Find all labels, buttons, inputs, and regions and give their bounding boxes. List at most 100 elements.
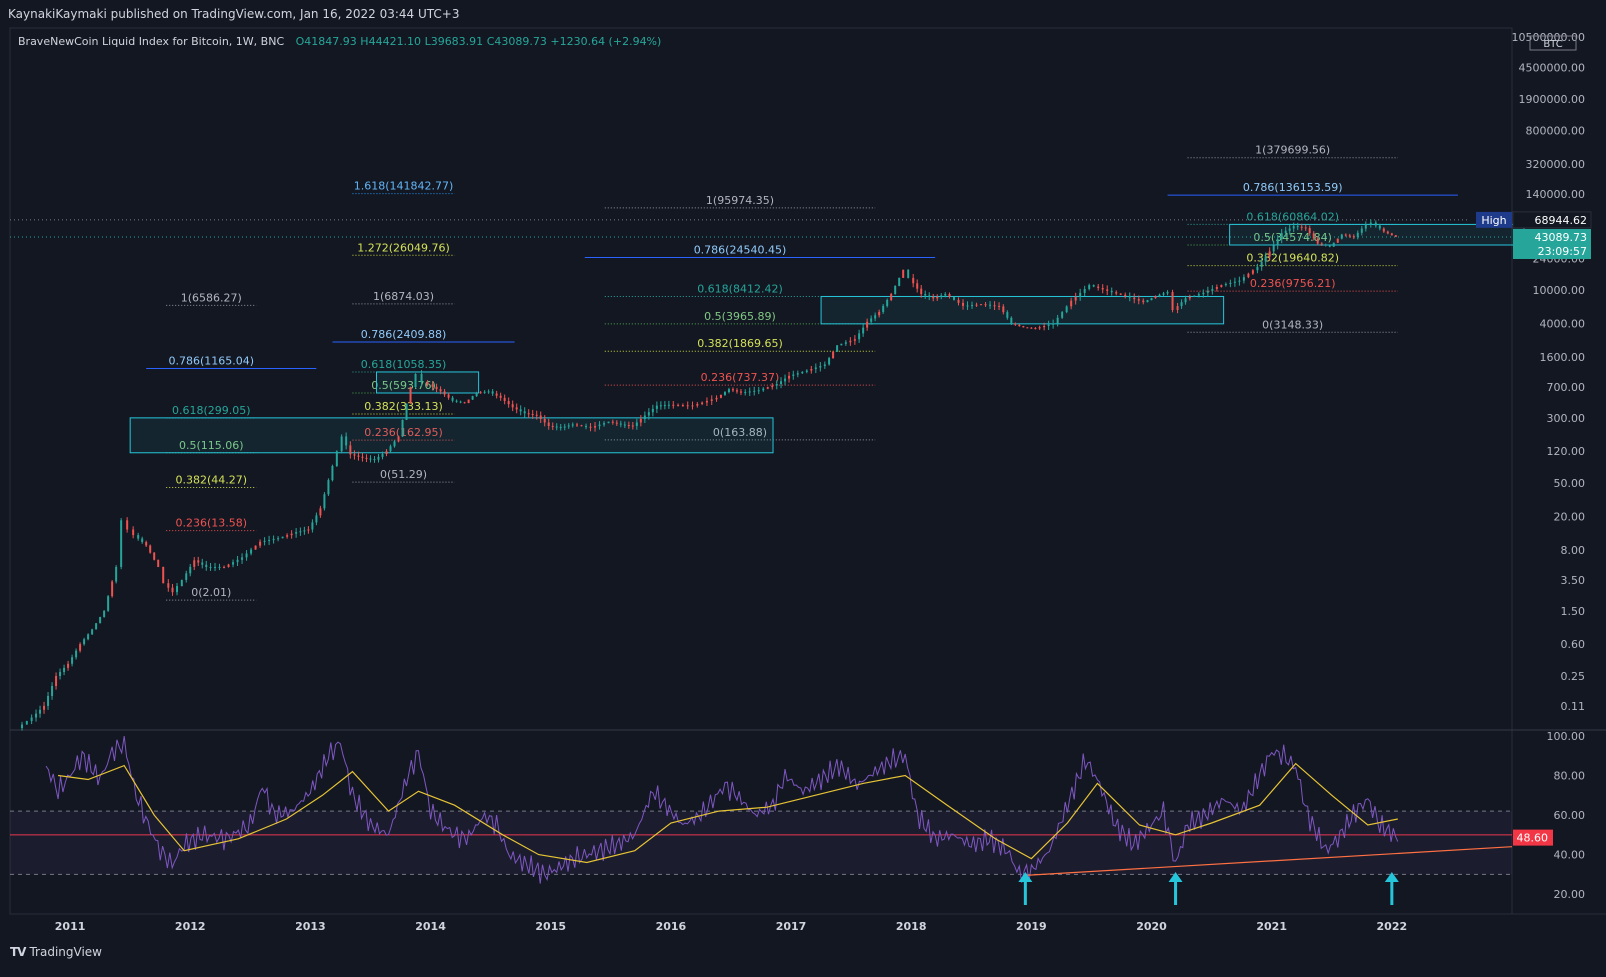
price-candle-body (447, 394, 450, 398)
price-candle-body (1288, 228, 1291, 231)
price-candle-body (393, 441, 396, 447)
price-candle-body (1260, 261, 1263, 267)
price-candle-body (1018, 324, 1021, 327)
price-candle-body (766, 387, 769, 389)
price-candle-body (385, 451, 388, 455)
price-tick-label: 10000.00 (1533, 284, 1586, 297)
price-candle-body (710, 399, 713, 401)
price-candle-body (1224, 283, 1227, 286)
currency-label: BTC (1543, 39, 1562, 50)
price-candle-body (157, 559, 160, 567)
price-candle-body (944, 294, 947, 296)
price-candle-body (957, 299, 960, 303)
price-candle-body (1052, 323, 1055, 325)
price-candle-body (1180, 302, 1183, 307)
tradingview-brand[interactable]: TV TradingView (10, 945, 102, 959)
price-candle-body (263, 540, 266, 542)
price-chart[interactable]: 1(6586.27) 0.786(1165.04) 0.618(299.05) 0.5… (0, 0, 1606, 939)
fib-level-label: 0.382(44.27) (175, 474, 247, 487)
price-candle-body (1065, 306, 1068, 313)
price-candle-body (414, 374, 417, 388)
price-candle-body (503, 397, 506, 402)
price-candle-body (962, 302, 965, 306)
price-candle-body (281, 536, 284, 539)
zone-layer (129, 223, 1525, 454)
time-tick-label: 2017 (776, 920, 807, 933)
price-candle-body (79, 644, 82, 651)
price-tick-label: 1.50 (1561, 605, 1586, 618)
fib-set: 1.618(141842.77) 1.272(26049.76) 1(6874.03… (332, 180, 515, 483)
price-candle-body (924, 294, 927, 296)
price-candle-body (647, 412, 650, 416)
up-arrow-icon (1168, 872, 1183, 905)
price-candle-body (672, 404, 675, 406)
fib-level-label: 0.236(737.37) (701, 371, 780, 384)
price-candle-body (819, 365, 822, 368)
price-candle-body (1043, 325, 1046, 328)
price-candle-body (1292, 226, 1295, 229)
price-candle-body (984, 304, 987, 306)
price-candle-body (527, 413, 530, 415)
fib-level-label: 1.618(141842.77) (354, 180, 454, 193)
price-candle-body (801, 371, 804, 374)
price-candle-body (940, 295, 943, 297)
tradingview-logo-icon: TV (10, 945, 27, 959)
price-candle-body (805, 370, 808, 372)
price-candle-body (145, 542, 148, 546)
price-candle-body (878, 311, 881, 316)
price-candle-body (1242, 277, 1245, 281)
price-candle-body (598, 424, 601, 427)
price-candle-body (1133, 297, 1136, 300)
price-candle-body (1158, 294, 1161, 297)
price-candle-body (475, 392, 478, 397)
price-candle-body (823, 364, 826, 366)
price-candle-body (71, 657, 74, 664)
ohlc-high: H44421.10 (360, 35, 422, 48)
fib-level-label: 0.236(9756.21) (1250, 277, 1336, 290)
price-candle-body (75, 650, 78, 658)
price-candle-body (1202, 292, 1205, 295)
price-candle-body (241, 557, 244, 560)
symbol-legend[interactable]: BraveNewCoin Liquid Index for Bitcoin, 1… (18, 35, 661, 48)
fib-level-label: 0.5(3965.89) (704, 310, 776, 323)
price-candle-body (491, 391, 494, 394)
fib-level-label: 1(379699.56) (1255, 144, 1330, 157)
price-candle-body (886, 299, 889, 306)
last-price-value: 43089.73 (1535, 231, 1588, 244)
price-candle-body (1280, 233, 1283, 240)
price-candle-body (345, 436, 348, 446)
price-candle-body (115, 566, 118, 582)
price-candle-body (99, 616, 102, 624)
rsi-tick-label: 40.00 (1554, 849, 1586, 862)
price-candle-body (340, 436, 343, 452)
price-candle-body (232, 562, 235, 565)
price-candle-body (607, 421, 610, 424)
price-candle-body (1142, 300, 1145, 303)
price-candle-body (67, 663, 70, 668)
price-tick-label: 1900000.00 (1519, 93, 1585, 106)
price-series (21, 219, 1397, 731)
price-candle-body (784, 378, 787, 382)
price-candle-body (715, 397, 718, 400)
price-candle-body (1110, 290, 1113, 293)
price-candle-body (1002, 306, 1005, 313)
price-candle-body (739, 391, 742, 393)
price-candle-body (775, 384, 778, 386)
fib-level-label: 0.382(333.13) (364, 400, 443, 413)
price-candle-body (788, 375, 791, 379)
price-candle-body (1215, 287, 1218, 289)
price-candle-body (1247, 273, 1250, 278)
ohlc-change: +1230.64 (+2.94%) (550, 35, 662, 48)
fib-set: 1(6586.27) 0.786(1165.04) 0.618(299.05) 0.5… (146, 291, 317, 601)
price-candle-body (792, 374, 795, 376)
ohlc-values: O41847.93 H44421.10 L39683.91 C43089.73 … (296, 35, 662, 48)
price-candle-body (107, 596, 110, 611)
price-candle-body (866, 321, 869, 328)
fib-level-label: 0.236(13.58) (175, 517, 247, 530)
rsi-pane (10, 736, 1513, 905)
price-candle-body (853, 339, 856, 341)
price-candle-body (405, 403, 408, 420)
price-candle-body (571, 424, 574, 426)
price-candle-body (989, 304, 992, 306)
price-candle-body (1006, 312, 1009, 318)
